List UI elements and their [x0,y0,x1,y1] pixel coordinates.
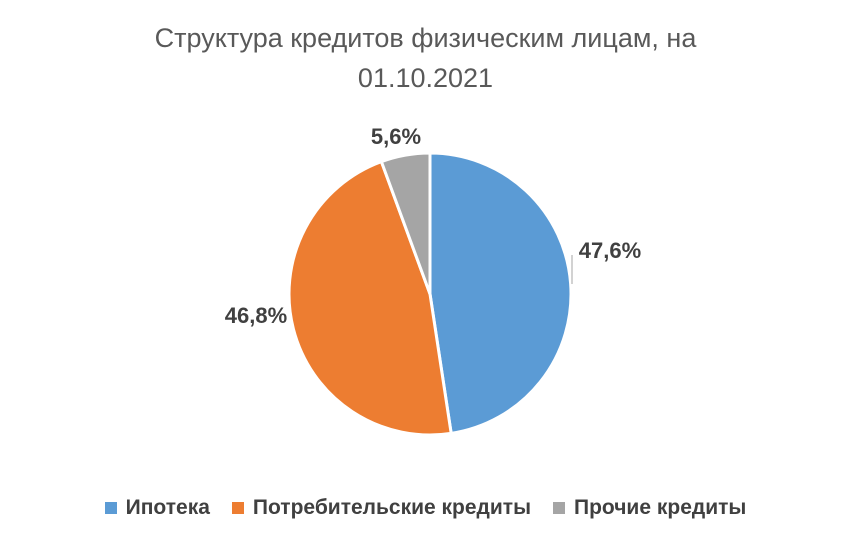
chart-title: Структура кредитов физическим лицам, на … [0,18,851,98]
pie-chart: 47,6% 46,8% 5,6% [225,124,641,437]
legend-item-other: Прочие кредиты [553,496,746,520]
legend-label-consumer: Потребительские кредиты [252,496,532,519]
legend-swatch-mortgage [104,502,117,514]
legend-swatch-consumer [231,502,244,514]
data-label-other: 5,6% [371,124,421,149]
legend-item-mortgage: Ипотека [104,496,210,520]
data-label-mortgage: 47,6% [579,238,641,263]
pie-slice-mortgage [428,151,573,435]
chart-title-line-1: Структура кредитов физическим лицам, на [154,23,697,53]
chart-title-line-2: 01.10.2021 [357,63,494,93]
data-label-consumer: 46,8% [225,303,287,328]
legend-item-consumer: Потребительские кредиты [231,496,532,520]
pie-slice-other [379,151,432,296]
legend-label-other: Прочие кредиты [574,496,747,519]
pie-slice-consumer [287,160,453,437]
legend-swatch-other [553,502,566,514]
legend: Ипотека Потребительские кредиты Прочие к… [0,496,851,520]
legend-label-mortgage: Ипотека [125,496,210,519]
